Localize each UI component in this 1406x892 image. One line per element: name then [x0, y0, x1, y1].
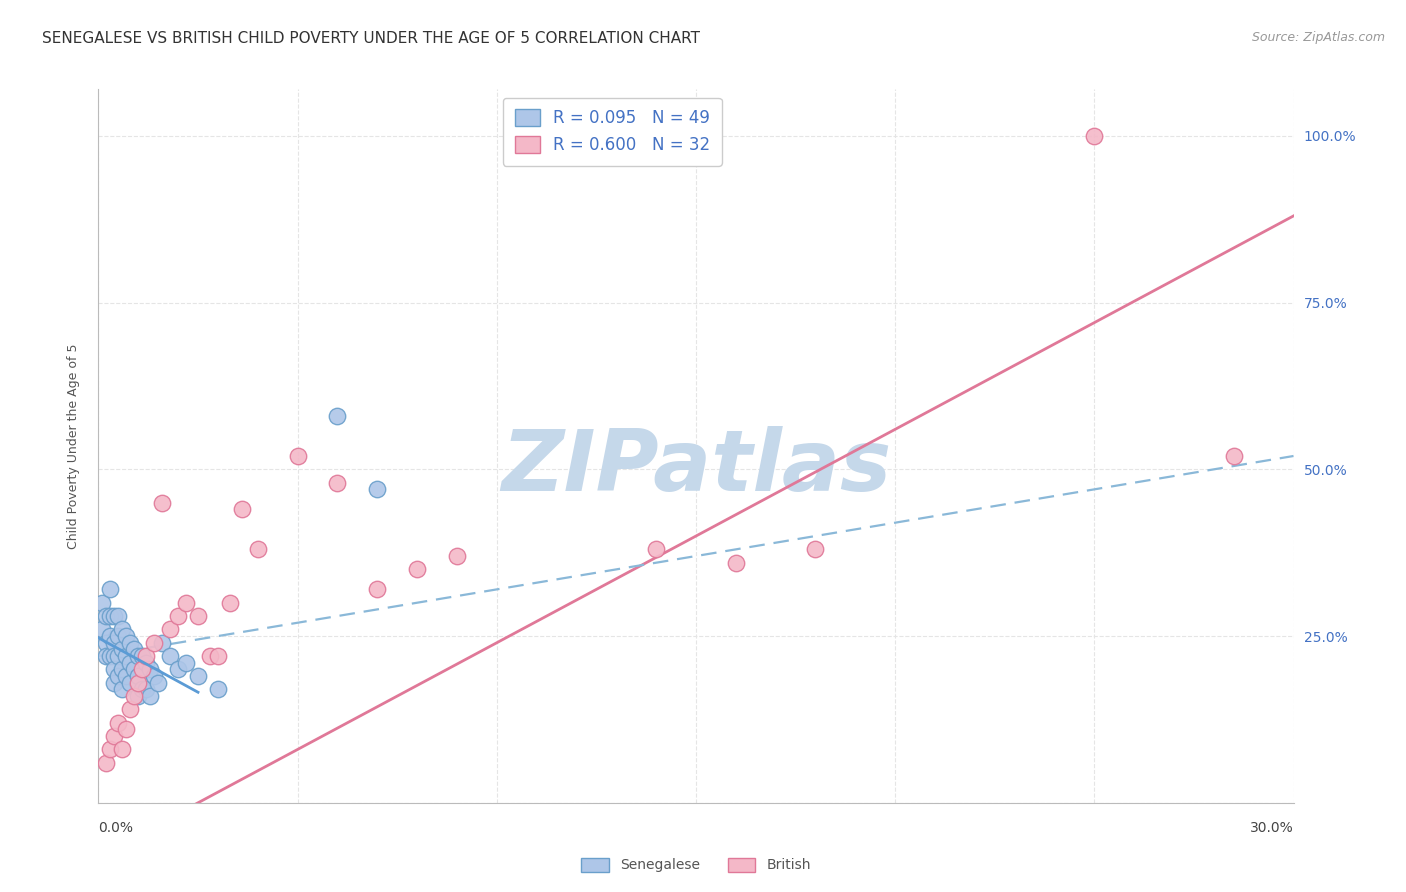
Point	[143, 636, 166, 650]
Point	[135, 682, 157, 697]
Point	[127, 669, 149, 683]
Point	[167, 609, 190, 624]
Text: 0.0%: 0.0%	[98, 821, 134, 835]
Point	[143, 669, 166, 683]
Point	[246, 542, 269, 557]
Point	[1222, 449, 1246, 463]
Point	[159, 623, 181, 637]
Point	[120, 675, 142, 690]
Point	[107, 669, 129, 683]
Point	[124, 689, 146, 703]
Point	[96, 649, 118, 664]
Point	[100, 742, 122, 756]
Point	[107, 629, 129, 643]
Point	[120, 636, 142, 650]
Point	[127, 649, 149, 664]
Point	[96, 756, 118, 770]
Point	[148, 675, 170, 690]
Point	[127, 675, 149, 690]
Point	[103, 636, 125, 650]
Point	[120, 702, 142, 716]
Point	[103, 675, 125, 690]
Point	[103, 649, 125, 664]
Point	[115, 669, 138, 683]
Point	[139, 662, 162, 676]
Point	[1083, 128, 1105, 143]
Point	[100, 582, 122, 597]
Text: 30.0%: 30.0%	[1250, 821, 1294, 835]
Point	[111, 682, 134, 697]
Point	[111, 623, 134, 637]
Point	[446, 549, 468, 563]
Point	[198, 649, 221, 664]
Point	[111, 642, 134, 657]
Point	[139, 689, 162, 703]
Point	[207, 649, 229, 664]
Point	[167, 662, 190, 676]
Point	[187, 609, 209, 624]
Point	[219, 596, 242, 610]
Point	[135, 649, 157, 664]
Point	[207, 682, 229, 697]
Point	[150, 636, 173, 650]
Point	[91, 596, 114, 610]
Point	[326, 409, 349, 423]
Point	[103, 729, 125, 743]
Point	[100, 649, 122, 664]
Text: SENEGALESE VS BRITISH CHILD POVERTY UNDER THE AGE OF 5 CORRELATION CHART: SENEGALESE VS BRITISH CHILD POVERTY UNDE…	[42, 31, 700, 46]
Point	[96, 636, 118, 650]
Point	[111, 662, 134, 676]
Point	[107, 715, 129, 730]
Point	[724, 556, 747, 570]
Point	[120, 656, 142, 670]
Point	[326, 475, 349, 490]
Point	[366, 483, 388, 497]
Point	[174, 596, 197, 610]
Point	[124, 642, 146, 657]
Point	[287, 449, 309, 463]
Point	[91, 623, 114, 637]
Point	[366, 582, 388, 597]
Text: ZIPatlas: ZIPatlas	[501, 425, 891, 509]
Point	[111, 742, 134, 756]
Point	[115, 629, 138, 643]
Point	[100, 609, 122, 624]
Point	[804, 542, 827, 557]
Point	[406, 562, 429, 576]
Point	[231, 502, 253, 516]
Point	[174, 656, 197, 670]
Point	[645, 542, 668, 557]
Point	[150, 496, 173, 510]
Point	[107, 609, 129, 624]
Point	[131, 682, 153, 697]
Point	[187, 669, 209, 683]
Text: Source: ZipAtlas.com: Source: ZipAtlas.com	[1251, 31, 1385, 45]
Y-axis label: Child Poverty Under the Age of 5: Child Poverty Under the Age of 5	[66, 343, 80, 549]
Point	[124, 662, 146, 676]
Point	[115, 723, 138, 737]
Point	[131, 649, 153, 664]
Legend: Senegalese, British: Senegalese, British	[575, 852, 817, 878]
Point	[127, 689, 149, 703]
Point	[96, 609, 118, 624]
Point	[103, 609, 125, 624]
Point	[100, 629, 122, 643]
Point	[159, 649, 181, 664]
Point	[131, 662, 153, 676]
Point	[107, 649, 129, 664]
Point	[103, 662, 125, 676]
Point	[115, 649, 138, 664]
Point	[135, 656, 157, 670]
